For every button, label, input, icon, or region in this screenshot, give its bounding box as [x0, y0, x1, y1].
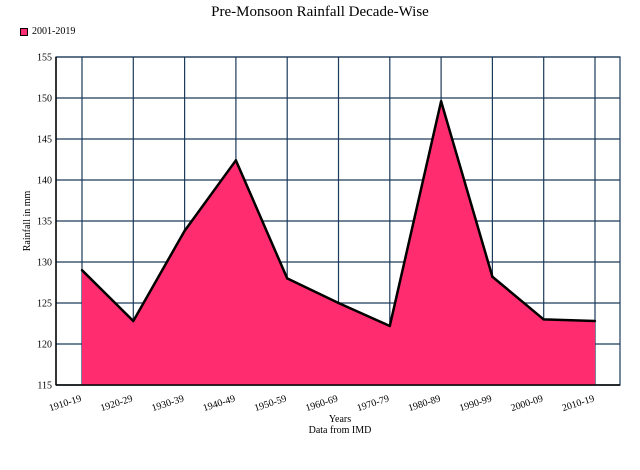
- data-point: [132, 319, 135, 323]
- chart-title: Pre-Monsoon Rainfall Decade-Wise: [211, 4, 429, 20]
- y-tick-label: 145: [37, 135, 52, 146]
- x-axis-label: Years: [329, 414, 351, 425]
- y-tick-label: 155: [37, 53, 52, 64]
- x-tick-label: 1960-69: [304, 393, 339, 414]
- data-point: [491, 275, 494, 278]
- area-series: [80, 100, 597, 385]
- y-tick-label: 140: [37, 176, 52, 187]
- legend-label: 2001-2019: [32, 26, 76, 37]
- data-point: [439, 100, 443, 103]
- data-point: [593, 319, 597, 323]
- x-tick-label: 1980-89: [407, 393, 442, 414]
- x-tick-label: 1920-29: [99, 393, 134, 414]
- y-axis-label: Rainfall in mm: [22, 191, 33, 252]
- data-point: [80, 269, 84, 272]
- data-point: [337, 301, 340, 305]
- y-tick-label: 130: [37, 258, 52, 269]
- chart-subtitle: Data from IMD: [309, 425, 372, 436]
- x-tick-label: 1950-59: [253, 393, 288, 414]
- data-point: [286, 277, 289, 280]
- y-tick-label: 120: [37, 340, 52, 351]
- y-tick-label: 150: [37, 94, 52, 105]
- y-tick-label: 125: [37, 299, 52, 310]
- legend: 2001-2019: [20, 26, 75, 37]
- data-point: [234, 159, 238, 162]
- x-tick-label: 1930-39: [150, 393, 185, 414]
- x-tick-label: 1970-79: [356, 393, 391, 414]
- data-point: [388, 324, 391, 328]
- legend-swatch: [20, 27, 28, 36]
- x-tick-label: 2000-09: [510, 393, 545, 414]
- data-point: [183, 229, 186, 233]
- x-tick-label: 2010-19: [561, 393, 596, 414]
- data-point: [542, 318, 545, 321]
- area-fill: [82, 101, 595, 385]
- x-tick-label: 1940-49: [202, 393, 237, 414]
- x-tick-label: 1990-99: [458, 393, 493, 414]
- x-tick-label: 1910-19: [48, 393, 83, 414]
- y-tick-label: 135: [37, 217, 52, 228]
- y-tick-label: 115: [37, 381, 52, 392]
